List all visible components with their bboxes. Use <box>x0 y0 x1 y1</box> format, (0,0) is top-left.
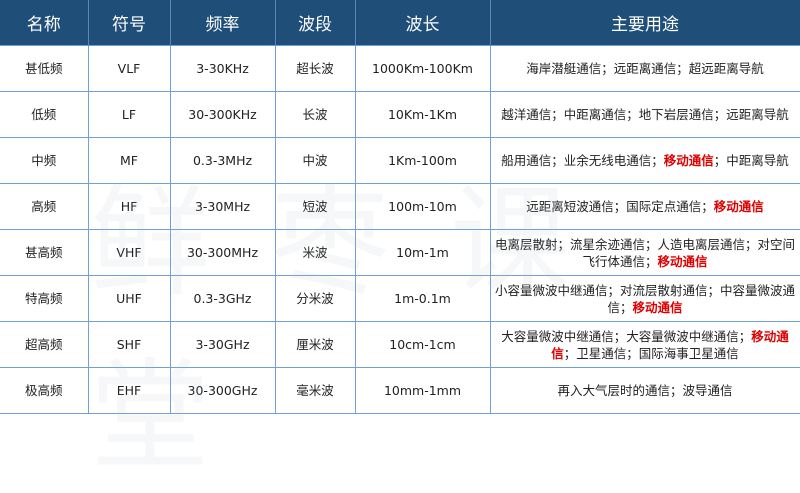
cell-usage: 小容量微波中继通信；对流层散射通信；中容量微波通信；移动通信 <box>489 275 800 322</box>
cell-freq: 0.3-3MHz <box>169 137 276 184</box>
cell-freq: 3-30KHz <box>169 45 276 92</box>
frequency-band-table: 名称 符号 频率 波段 波长 主要用途 甚低频 VLF 3-30KHz 超长波 1000… <box>0 0 800 414</box>
usage-text: 大容量微波中继通信；大容量微波中继通信； <box>501 328 752 344</box>
highlight-text: 移动通信 <box>551 328 789 361</box>
cell-usage: 再入大气层时的通信；波导通信 <box>489 367 800 414</box>
usage-text: 电离层散射；流星余迹通信；人造电离层通信；对空间飞行体通信； <box>494 236 795 269</box>
table-row: 特高频 UHF 0.3-3GHz 分米波 1m-0.1m 小容量微波中继通信；对流层散射通… <box>0 275 800 322</box>
table-row: 超高频 SHF 3-30GHz 厘米波 10cm-1cm 大容量微波中继通信；大容量微波中… <box>0 321 800 368</box>
usage-text: 远距离短波通信；国际定点通信； <box>526 199 714 214</box>
header-usage: 主要用途 <box>490 0 800 46</box>
highlight-text: 移动通信 <box>632 299 683 315</box>
header-frequency: 频率 <box>170 0 276 46</box>
cell-freq: 30-300KHz <box>169 91 276 138</box>
cell-band: 厘米波 <box>274 321 356 368</box>
cell-wavelength: 10m-1m <box>354 229 491 276</box>
cell-band: 短波 <box>274 183 356 230</box>
cell-band: 毫米波 <box>274 367 356 414</box>
cell-freq: 30-300MHz <box>169 229 276 276</box>
cell-band: 长波 <box>274 91 356 138</box>
table-row: 甚高频 VHF 30-300MHz 米波 10m-1m 电离层散射；流星余迹通信；人造电离… <box>0 229 800 276</box>
cell-symbol: UHF <box>87 275 171 322</box>
header-row: 名称 符号 频率 波段 波长 主要用途 <box>0 0 800 46</box>
cell-wavelength: 100m-10m <box>354 183 491 230</box>
cell-band: 超长波 <box>274 45 356 92</box>
usage-text: ；中距离导航 <box>713 153 789 168</box>
cell-symbol: VHF <box>87 229 171 276</box>
cell-name: 高频 <box>0 183 89 230</box>
cell-usage: 大容量微波中继通信；大容量微波中继通信；移动通信；卫星通信；国际海事卫星通信 <box>489 321 800 368</box>
table-row: 极高频 EHF 30-300GHz 毫米波 10mm-1mm 再入大气层时的通信；波导通信 <box>0 367 800 414</box>
cell-name: 中频 <box>0 137 89 184</box>
cell-wavelength: 1000Km-100Km <box>354 45 491 92</box>
usage-text: ；卫星通信；国际海事卫星通信 <box>563 345 739 361</box>
highlight-text: 移动通信 <box>657 253 708 269</box>
cell-usage: 越洋通信；中距离通信；地下岩层通信；远距离导航 <box>489 91 800 138</box>
cell-band: 中波 <box>274 137 356 184</box>
cell-freq: 30-300GHz <box>169 367 276 414</box>
usage-text: 再入大气层时的通信；波导通信 <box>557 383 733 398</box>
cell-name: 特高频 <box>0 275 89 322</box>
cell-symbol: LF <box>87 91 171 138</box>
usage-text: 海岸潜艇通信；远距离通信；超远距离导航 <box>526 61 764 76</box>
header-name: 名称 <box>0 0 89 46</box>
usage-text: 船用通信；业余无线电通信； <box>501 153 664 168</box>
cell-usage: 电离层散射；流星余迹通信；人造电离层通信；对空间飞行体通信；移动通信 <box>489 229 800 276</box>
table-row: 低频 LF 30-300KHz 长波 10Km-1Km 越洋通信；中距离通信；地下岩层通信… <box>0 91 800 138</box>
table-row: 甚低频 VLF 3-30KHz 超长波 1000Km-100Km 海岸潜艇通信；远距离通信… <box>0 45 800 92</box>
cell-freq: 0.3-3GHz <box>169 275 276 322</box>
cell-freq: 3-30MHz <box>169 183 276 230</box>
cell-symbol: MF <box>87 137 171 184</box>
header-wavelength: 波长 <box>355 0 491 46</box>
cell-band: 分米波 <box>274 275 356 322</box>
cell-freq: 3-30GHz <box>169 321 276 368</box>
cell-symbol: VLF <box>87 45 171 92</box>
cell-wavelength: 1m-0.1m <box>354 275 491 322</box>
cell-symbol: EHF <box>87 367 171 414</box>
header-band: 波段 <box>275 0 356 46</box>
cell-usage: 船用通信；业余无线电通信；移动通信；中距离导航 <box>489 137 800 184</box>
usage-text: 越洋通信；中距离通信；地下岩层通信；远距离导航 <box>501 107 789 122</box>
cell-wavelength: 10cm-1cm <box>354 321 491 368</box>
usage-text: 小容量微波中继通信；对流层散射通信；中容量微波通信； <box>494 282 795 315</box>
highlight-text: 移动通信 <box>713 199 764 214</box>
cell-wavelength: 10Km-1Km <box>354 91 491 138</box>
cell-wavelength: 10mm-1mm <box>354 367 491 414</box>
header-symbol: 符号 <box>88 0 171 46</box>
cell-band: 米波 <box>274 229 356 276</box>
table-row: 高频 HF 3-30MHz 短波 100m-10m 远距离短波通信；国际定点通信；移动通信 <box>0 183 800 230</box>
cell-name: 低频 <box>0 91 89 138</box>
cell-name: 甚高频 <box>0 229 89 276</box>
cell-wavelength: 1Km-100m <box>354 137 491 184</box>
highlight-text: 移动通信 <box>663 153 714 168</box>
cell-usage: 海岸潜艇通信；远距离通信；超远距离导航 <box>489 45 800 92</box>
cell-name: 极高频 <box>0 367 89 414</box>
cell-symbol: SHF <box>87 321 171 368</box>
cell-name: 超高频 <box>0 321 89 368</box>
cell-name: 甚低频 <box>0 45 89 92</box>
cell-usage: 远距离短波通信；国际定点通信；移动通信 <box>489 183 800 230</box>
table-row: 中频 MF 0.3-3MHz 中波 1Km-100m 船用通信；业余无线电通信；移动通信；… <box>0 137 800 184</box>
cell-symbol: HF <box>87 183 171 230</box>
